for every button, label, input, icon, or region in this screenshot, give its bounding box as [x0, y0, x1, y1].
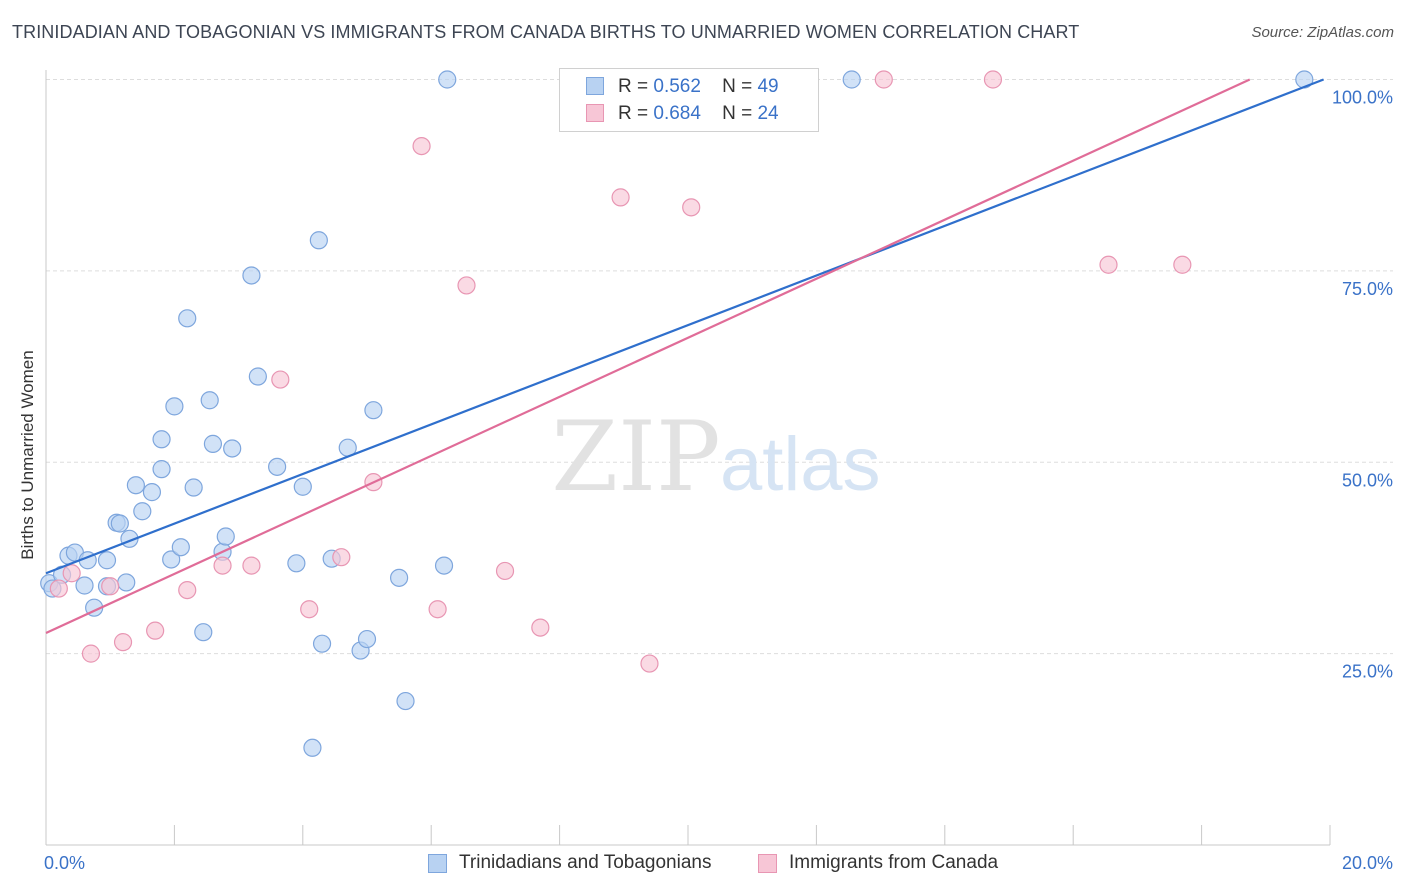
data-point-trinidadians	[97, 551, 117, 570]
stats-swatch-pink	[586, 104, 604, 122]
data-point-canada	[428, 600, 447, 619]
legend-label-trinidadians: Trinidadians and Tobagonians	[459, 852, 712, 873]
data-point-trinidadians	[194, 623, 213, 642]
data-point-trinidadians	[293, 477, 312, 496]
data-point-canada	[983, 70, 1003, 89]
data-point-trinidadians	[142, 483, 162, 502]
data-point-trinidadians	[216, 527, 235, 546]
data-point-trinidadians	[390, 568, 409, 587]
data-point-canada	[874, 70, 893, 89]
y-tick-label: 25.0%	[1342, 662, 1393, 682]
stats-row-pink: R = 0.684 N = 24	[586, 100, 779, 127]
data-point-trinidadians	[165, 397, 184, 416]
watermark-zip: ZIP	[551, 401, 720, 513]
data-point-canada	[62, 564, 81, 583]
data-point-trinidadians	[152, 430, 171, 449]
zipatlas-watermark: ZIP atlas	[551, 401, 880, 513]
data-point-trinidadians	[242, 266, 261, 285]
r-label: R =	[618, 102, 649, 124]
r-label: R =	[618, 75, 649, 97]
data-point-canada	[81, 644, 101, 663]
data-point-trinidadians	[171, 538, 190, 557]
data-point-trinidadians	[178, 309, 197, 328]
data-point-canada	[531, 618, 550, 637]
y-tick-label: 100.0%	[1332, 88, 1393, 108]
data-point-canada	[332, 548, 351, 567]
data-point-trinidadians	[438, 70, 457, 89]
r-value-blue: 0.562	[653, 75, 701, 97]
data-point-canada	[412, 136, 431, 156]
n-label: N =	[722, 102, 753, 124]
n-value-pink: 24	[757, 102, 779, 124]
data-point-canada	[611, 188, 630, 207]
data-point-trinidadians	[117, 573, 136, 592]
data-point-trinidadians	[203, 434, 223, 453]
data-point-trinidadians	[248, 367, 267, 386]
data-point-canada	[300, 600, 319, 619]
data-point-trinidadians	[312, 634, 332, 653]
legend-item-trinidadians[interactable]: Trinidadians and Tobagonians	[428, 852, 711, 874]
chart-title: TRINIDADIAN AND TOBAGONIAN VS IMMIGRANTS…	[12, 22, 1080, 42]
x-tick-label-max: 20.0%	[1342, 853, 1393, 873]
n-value-blue: 49	[757, 75, 779, 97]
data-point-trinidadians	[200, 391, 219, 410]
trend-line-canada	[45, 78, 1251, 634]
data-point-canada	[1173, 255, 1192, 274]
data-point-canada	[242, 556, 261, 575]
legend-item-canada[interactable]: Immigrants from Canada	[758, 852, 998, 874]
n-label: N =	[722, 75, 753, 97]
data-point-canada	[640, 654, 659, 673]
legend-swatch-blue	[428, 853, 447, 873]
data-point-canada	[271, 370, 290, 389]
watermark-atlas: atlas	[720, 422, 881, 507]
data-point-trinidadians	[268, 457, 287, 476]
data-point-canada	[113, 633, 133, 652]
data-point-canada	[213, 556, 232, 575]
data-point-canada	[178, 580, 197, 600]
tick-labels: 25.0% 50.0% 75.0% 100.0% 0.0% 20.0%	[44, 88, 1393, 874]
data-point-trinidadians	[357, 629, 377, 649]
stats-row-blue: R = 0.562 N = 49	[586, 73, 779, 100]
data-point-trinidadians	[309, 231, 328, 250]
data-point-canada	[49, 579, 68, 598]
data-point-canada	[146, 621, 165, 640]
r-value-pink: 0.684	[653, 102, 701, 124]
legend-label-canada: Immigrants from Canada	[789, 852, 999, 873]
data-point-canada	[495, 561, 515, 581]
legend: Trinidadians and Tobagonians Immigrants …	[0, 852, 1406, 878]
x-tick-label-min: 0.0%	[44, 853, 85, 873]
data-point-trinidadians	[434, 556, 454, 575]
data-point-canada	[1099, 255, 1118, 274]
data-point-trinidadians	[126, 476, 145, 495]
trend-line-trinidadians	[45, 78, 1324, 575]
y-tick-label: 50.0%	[1342, 470, 1393, 490]
data-point-canada	[682, 198, 701, 217]
data-point-trinidadians	[396, 691, 415, 711]
data-point-trinidadians	[303, 738, 322, 757]
data-points	[40, 70, 1314, 757]
data-point-trinidadians	[842, 70, 861, 89]
stats-box: R = 0.562 N = 49 R = 0.684 N = 24	[559, 68, 819, 132]
data-point-trinidadians	[364, 401, 383, 420]
axes	[45, 70, 1331, 846]
data-point-trinidadians	[133, 502, 152, 521]
y-tick-label: 75.0%	[1342, 279, 1393, 299]
source-label: Source: ZipAtlas.com	[1251, 24, 1394, 41]
data-point-canada	[101, 577, 120, 596]
legend-swatch-pink	[758, 853, 777, 873]
data-point-trinidadians	[162, 550, 181, 569]
data-point-trinidadians	[75, 576, 94, 595]
data-point-trinidadians	[287, 554, 306, 573]
data-point-trinidadians	[152, 460, 171, 479]
trend-lines	[45, 78, 1324, 634]
data-point-trinidadians	[184, 478, 203, 497]
stats-swatch-blue	[586, 77, 604, 95]
data-point-trinidadians	[110, 514, 129, 533]
data-point-trinidadians	[223, 439, 242, 458]
data-point-canada	[457, 276, 476, 295]
